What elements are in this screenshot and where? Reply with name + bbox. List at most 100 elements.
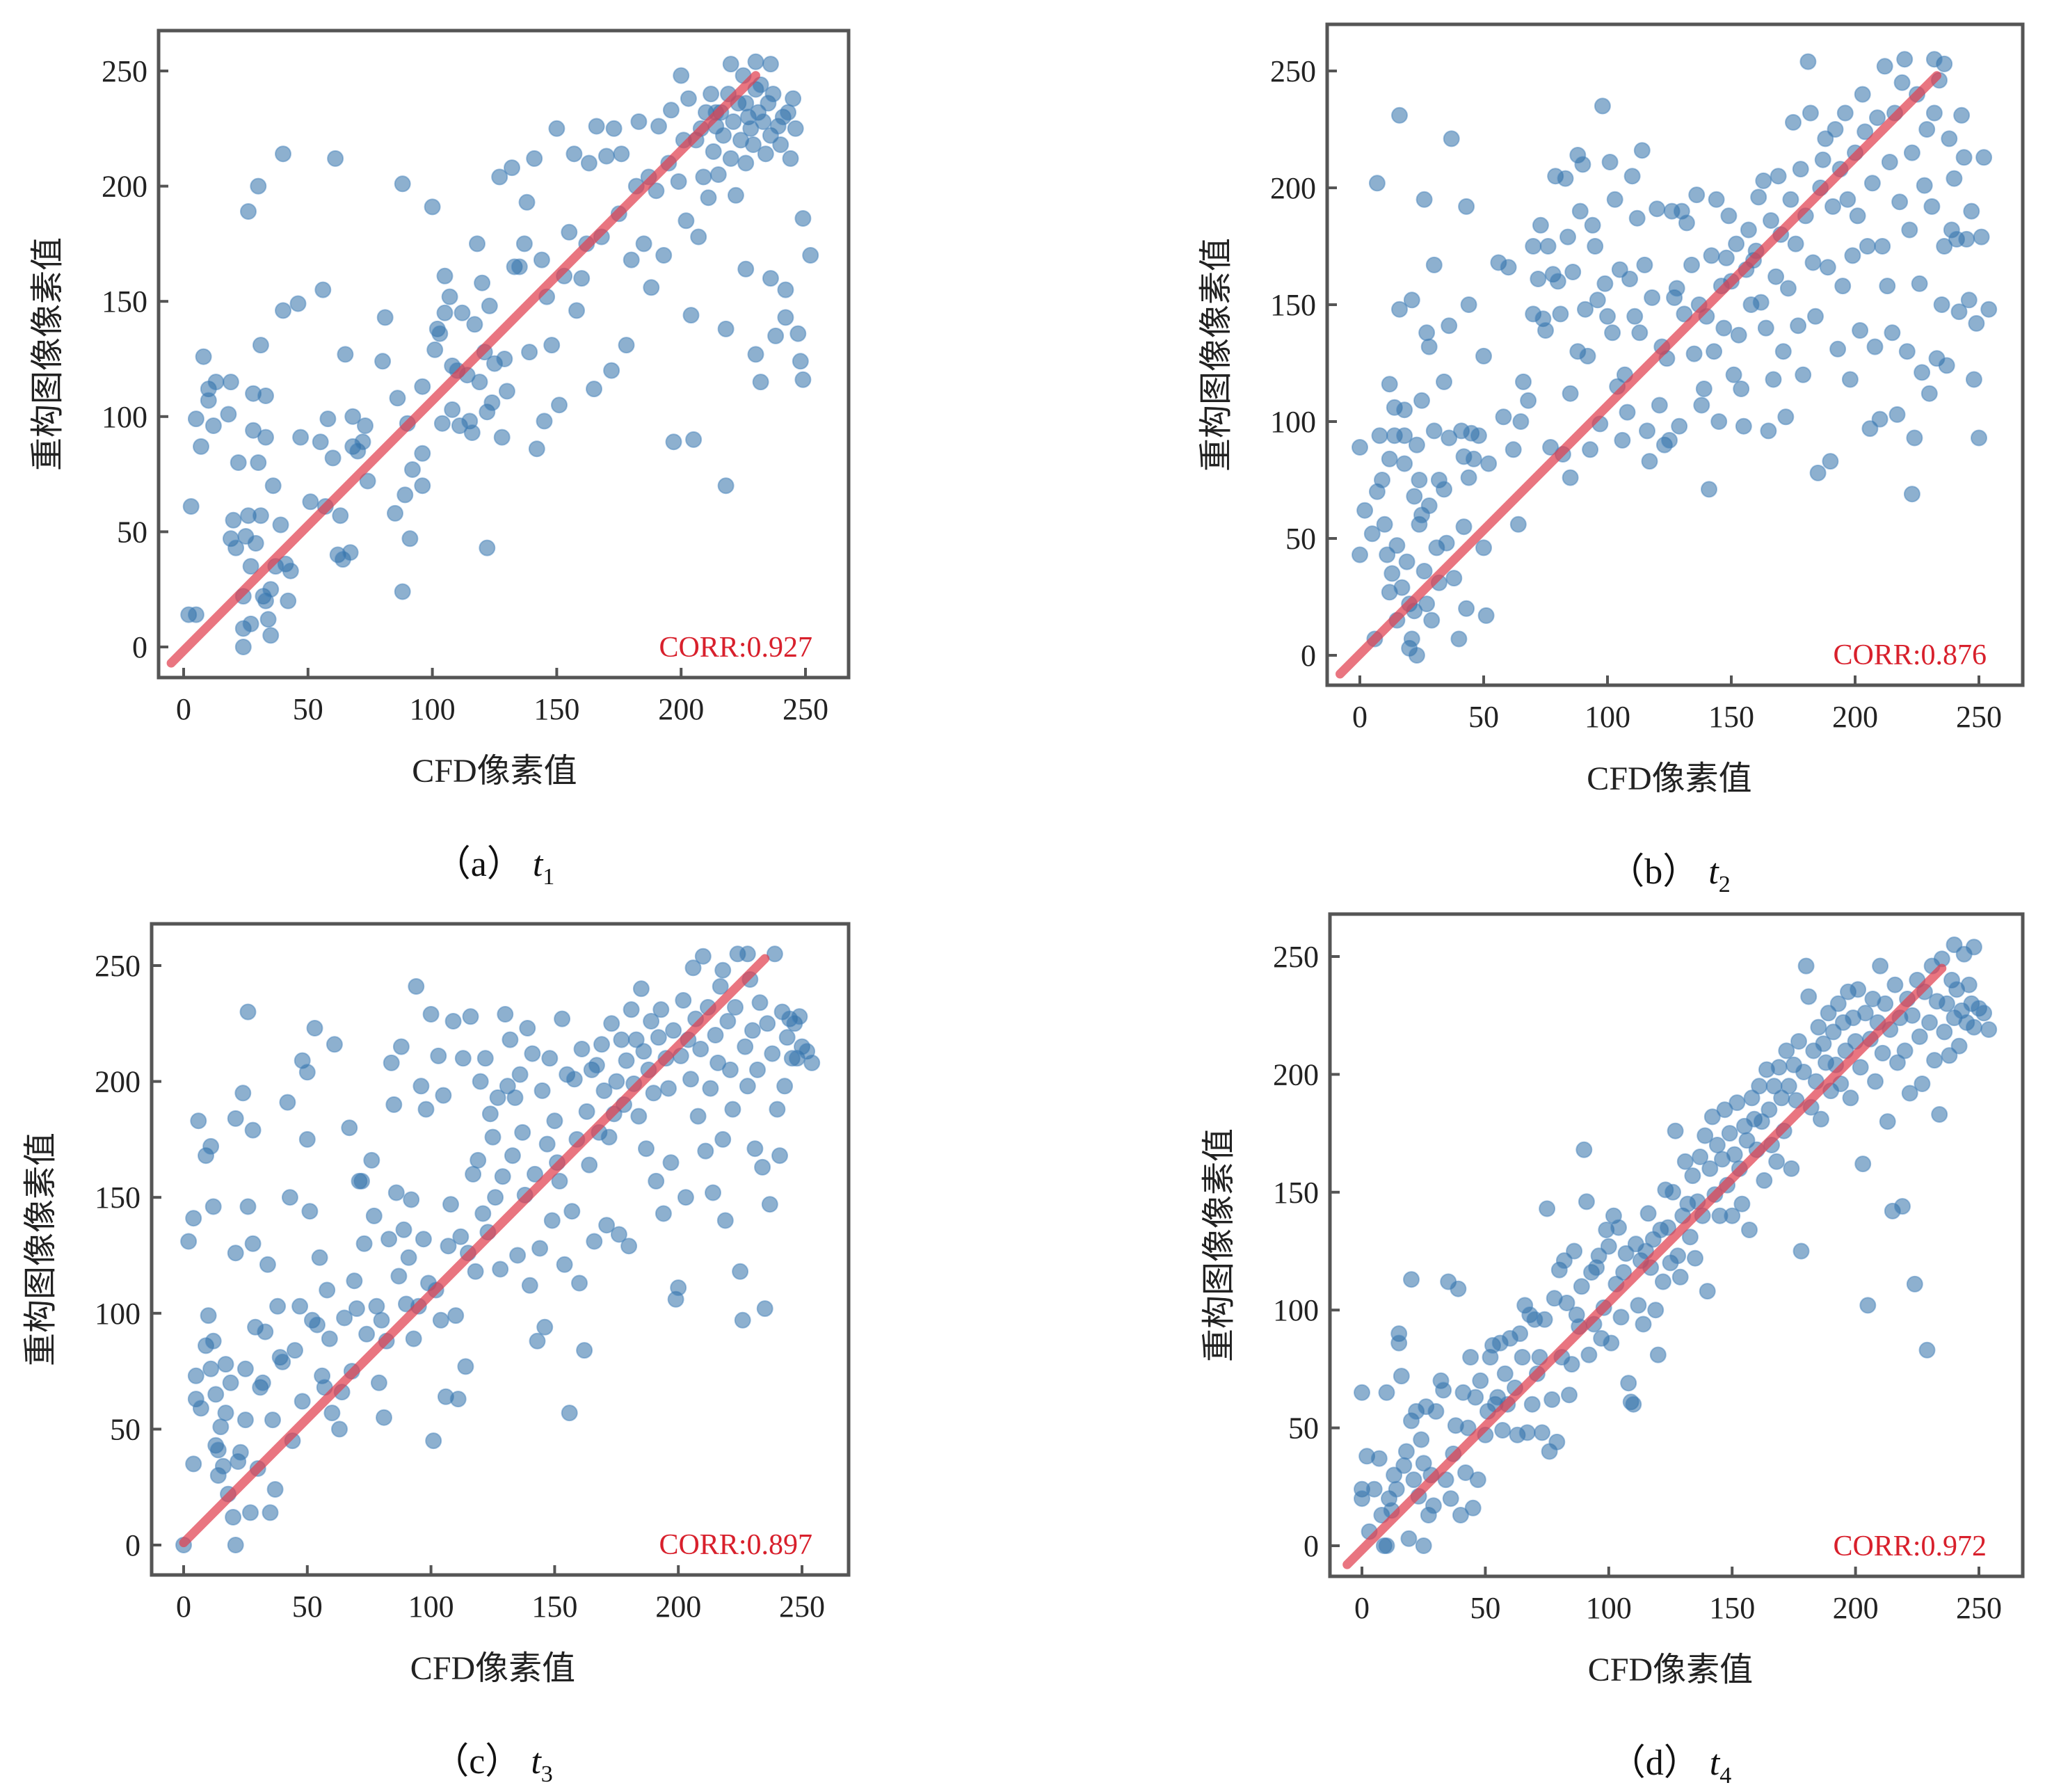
- data-point: [1852, 322, 1869, 339]
- data-point: [787, 120, 804, 137]
- data-point: [1819, 259, 1836, 276]
- data-point: [727, 186, 744, 204]
- data-point: [1396, 455, 1413, 472]
- data-point: [1543, 1391, 1561, 1408]
- data-point: [1532, 216, 1549, 234]
- data-point: [236, 1360, 254, 1377]
- data-point: [1575, 1141, 1593, 1158]
- points-layer: [1352, 51, 1998, 664]
- data-point: [264, 1411, 281, 1429]
- data-point: [242, 615, 259, 632]
- data-point: [1793, 1242, 1810, 1260]
- data-point: [1750, 189, 1767, 206]
- data-point: [269, 1297, 287, 1315]
- data-point: [373, 1311, 390, 1329]
- data-point: [1697, 1127, 1714, 1144]
- data-point: [1413, 1431, 1430, 1448]
- data-point: [1871, 410, 1888, 428]
- data-point: [1975, 149, 1993, 166]
- data-point: [1879, 278, 1896, 295]
- data-point: [747, 53, 764, 70]
- data-point: [702, 1080, 719, 1097]
- data-point: [1684, 1167, 1701, 1185]
- data-point: [195, 348, 212, 365]
- data-point: [1688, 186, 1706, 204]
- data-point: [777, 281, 794, 298]
- data-point: [703, 86, 720, 103]
- data-point: [222, 1374, 239, 1391]
- x-axis-title: CFD像素值: [412, 753, 577, 790]
- ticks-layer: 0 50 100 150 200 250 0 50 100 150 200 250: [1273, 940, 2002, 1625]
- data-point: [1438, 534, 1455, 552]
- data-point: [1839, 191, 1856, 208]
- data-point: [182, 498, 200, 515]
- data-point: [493, 429, 511, 446]
- data-point: [1464, 1499, 1482, 1517]
- data-point: [1795, 366, 1812, 383]
- data-point: [1647, 1302, 1665, 1319]
- data-point: [576, 1342, 593, 1359]
- data-point: [722, 56, 739, 73]
- data-point: [1388, 537, 1406, 554]
- data-point: [794, 210, 812, 227]
- data-point: [250, 454, 267, 471]
- data-point: [1514, 1349, 1531, 1366]
- data-point: [1435, 1382, 1452, 1399]
- data-point: [543, 337, 561, 354]
- data-point: [444, 401, 461, 418]
- data-point: [1761, 1101, 1778, 1119]
- data-point: [1563, 1356, 1580, 1373]
- data-point: [1403, 630, 1420, 648]
- data-point: [1756, 1171, 1773, 1189]
- data-point: [727, 999, 744, 1016]
- data-point: [677, 1189, 694, 1206]
- fit-line: [179, 954, 770, 1548]
- data-point: [1455, 518, 1473, 536]
- data-point: [217, 1405, 234, 1422]
- data-point: [782, 150, 799, 167]
- data-point: [776, 1078, 794, 1095]
- data-point: [1620, 1375, 1637, 1392]
- data-point: [546, 1112, 563, 1130]
- data-point: [239, 1003, 257, 1021]
- data-point: [568, 302, 585, 319]
- data-point: [1396, 427, 1413, 445]
- data-point: [1639, 422, 1655, 440]
- data-point: [1480, 455, 1498, 472]
- data-point: [613, 1031, 630, 1048]
- data-point: [1965, 938, 1982, 956]
- data-point: [467, 1263, 484, 1280]
- y-tick-label: 0: [125, 1528, 141, 1562]
- data-point: [556, 1256, 573, 1273]
- data-point: [1459, 1419, 1477, 1437]
- data-point: [1574, 156, 1591, 173]
- data-point: [1465, 450, 1482, 467]
- data-point: [262, 1504, 279, 1521]
- points-layer: [180, 53, 819, 655]
- data-point: [1716, 1101, 1733, 1119]
- data-point: [1537, 322, 1554, 339]
- data-point: [526, 150, 543, 167]
- data-point: [289, 295, 307, 312]
- data-point: [209, 1441, 227, 1459]
- data-point: [435, 1087, 452, 1104]
- data-point: [620, 1238, 638, 1255]
- data-point: [680, 90, 697, 107]
- data-point: [348, 1300, 365, 1318]
- data-point: [1584, 216, 1601, 234]
- data-point: [1854, 86, 1871, 103]
- caption-var: t: [1708, 852, 1719, 892]
- data-point: [580, 154, 598, 172]
- data-point: [1413, 392, 1430, 409]
- data-point: [623, 1001, 640, 1018]
- fit-line: [166, 71, 760, 668]
- data-point: [1790, 317, 1807, 335]
- data-point: [1600, 1238, 1617, 1255]
- data-point: [376, 309, 394, 326]
- data-point: [1980, 301, 1998, 318]
- data-point: [240, 203, 257, 220]
- data-point: [447, 1307, 465, 1325]
- data-point: [1523, 1395, 1541, 1413]
- data-point: [257, 1323, 274, 1341]
- data-point: [380, 1231, 398, 1248]
